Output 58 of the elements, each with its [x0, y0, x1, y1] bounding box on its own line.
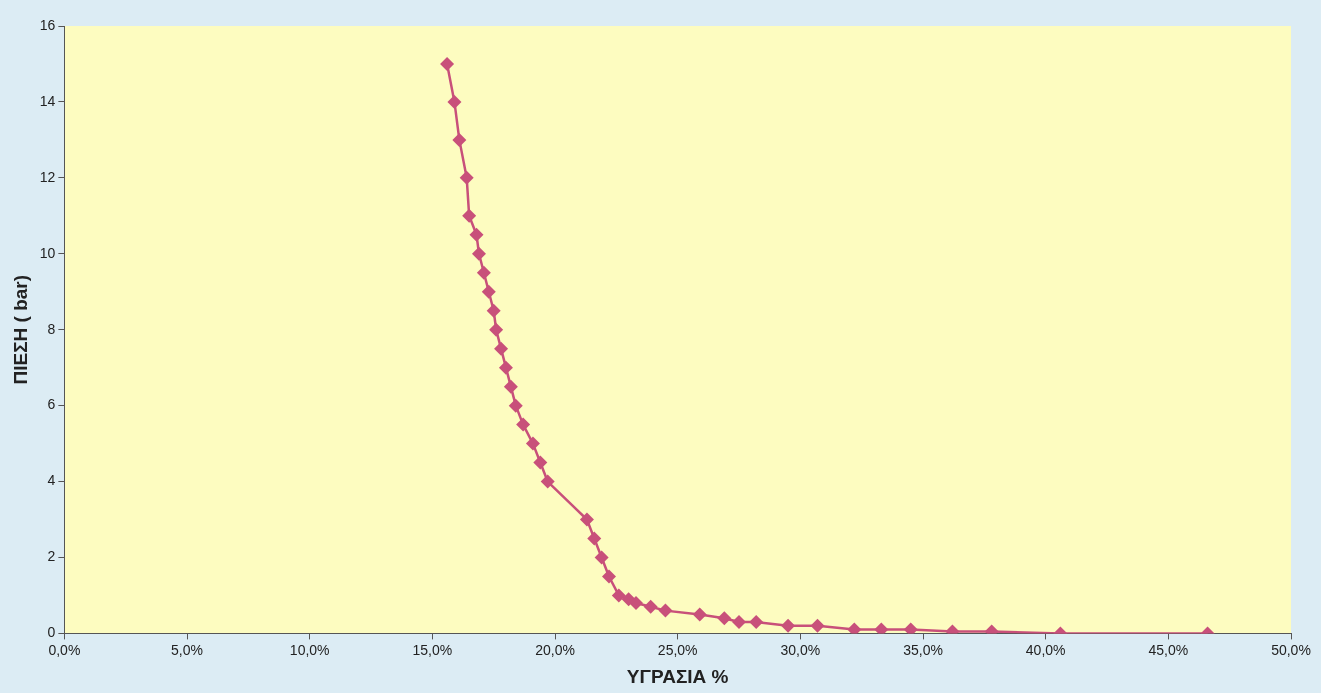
point: [658, 603, 673, 618]
point: [643, 599, 658, 614]
point: [628, 596, 643, 611]
y-tick-label: 14: [39, 92, 56, 109]
point: [810, 618, 825, 633]
point: [874, 622, 889, 634]
point: [462, 208, 477, 223]
x-tick-label: 45,0%: [1148, 641, 1189, 658]
x-tick-label: 10,0%: [289, 641, 330, 658]
y-tick-label: 16: [39, 16, 56, 33]
y-tick-label: 8: [47, 320, 56, 337]
point: [471, 246, 486, 261]
x-tick-label: 15,0%: [412, 641, 453, 658]
y-axis-title: ΠΙΕΣΗ ( bar): [9, 274, 31, 385]
point: [508, 398, 523, 413]
point: [594, 550, 609, 565]
point: [459, 170, 474, 185]
point: [540, 474, 555, 489]
x-tick-label: 30,0%: [780, 641, 821, 658]
point: [847, 622, 862, 634]
y-tick-label: 4: [47, 472, 56, 489]
x-tick-label: 35,0%: [903, 641, 943, 658]
point: [447, 94, 462, 109]
point: [587, 531, 602, 546]
point: [579, 512, 594, 527]
x-tick-label: 5,0%: [171, 641, 203, 658]
point: [469, 227, 484, 242]
point: [503, 379, 518, 394]
x-tick-label: 40,0%: [1025, 641, 1066, 658]
point: [494, 341, 509, 356]
point: [717, 611, 732, 626]
point: [732, 615, 747, 630]
point: [903, 622, 918, 634]
point: [489, 322, 504, 337]
y-tick-label: 12: [39, 168, 56, 185]
point: [452, 132, 467, 147]
point: [516, 417, 531, 432]
x-tick-label: 25,0%: [657, 641, 698, 658]
y-tick-label: 0: [47, 624, 56, 641]
point: [481, 284, 496, 299]
x-axis-title: ΥΓΡΑΣΙΑ %: [626, 665, 729, 687]
point: [602, 569, 616, 584]
point: [486, 303, 501, 318]
x-tick-label: 0,0%: [48, 641, 81, 658]
point: [781, 618, 796, 633]
point: [533, 455, 548, 470]
y-tick-label: 10: [39, 244, 56, 261]
point: [692, 607, 707, 622]
point: [498, 360, 513, 375]
x-tick-label: 20,0%: [535, 641, 575, 658]
x-tick-label: 50,0%: [1271, 641, 1311, 658]
point: [476, 265, 491, 280]
y-tick-label: 2: [47, 548, 56, 565]
point: [440, 56, 455, 71]
point: [749, 615, 764, 630]
point: [525, 436, 540, 451]
point: [611, 588, 626, 603]
y-tick-label: 6: [47, 396, 56, 413]
